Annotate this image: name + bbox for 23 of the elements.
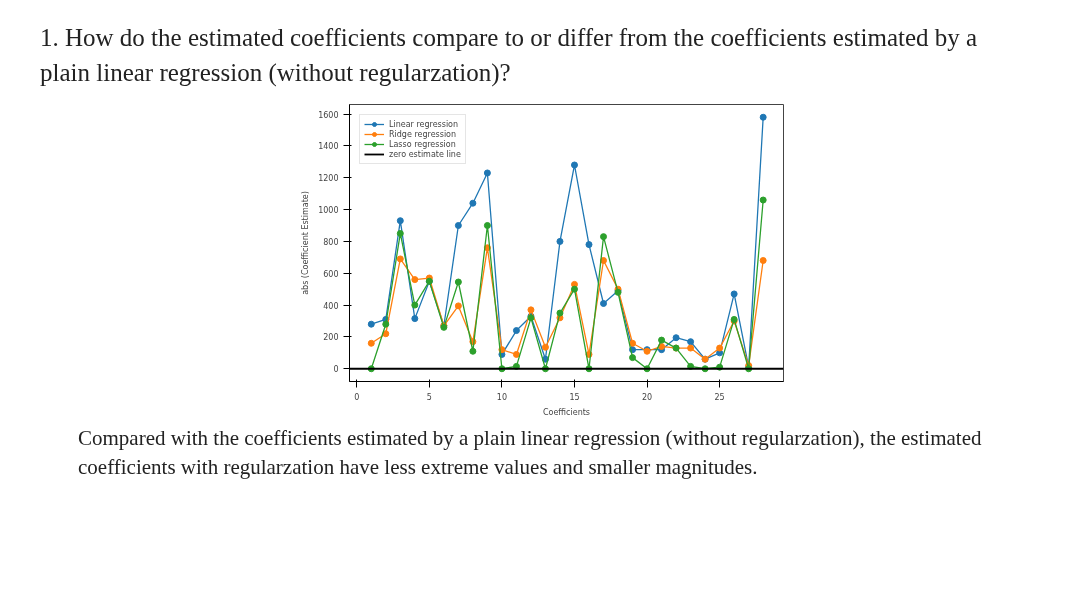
legend-label: Ridge regression <box>389 129 457 139</box>
legend-label: Lasso regression <box>389 139 456 149</box>
y-tick-label: 1000 <box>318 206 339 216</box>
x-tick-label: 10 <box>496 392 508 402</box>
x-tick-label: 0 <box>354 392 360 402</box>
chart-title: 1. How do the estimated coefficients compare to or differ from the coefficients estimated by a plain linear regression (without regularzation)? <box>40 23 979 89</box>
x-tick-label: 20 <box>641 392 653 402</box>
y-tick-label: 200 <box>323 333 339 343</box>
y-tick-label: 1600 <box>318 110 339 120</box>
y-tick-label: 400 <box>323 301 339 311</box>
x-tick-label: 5 <box>426 392 432 402</box>
y-axis-title: abs (Coefficient Estimate) <box>301 191 311 295</box>
y-tick-label: 800 <box>323 237 339 247</box>
y-tick-label: 600 <box>323 269 339 279</box>
x-tick-label: 25 <box>714 392 725 402</box>
text: Compared with the coefficients estimated by a plain linear regression (without regularzation), the estimated coefficients with regularzation have less extreme values and smaller magnitudes. <box>78 425 983 482</box>
x-tick-label: 15 <box>569 392 580 402</box>
x-axis-title: Coefficients <box>542 407 591 417</box>
y-tick-label: 0 <box>333 365 339 375</box>
y-tick-label: 1200 <box>318 174 339 184</box>
y-tick-label: 1400 <box>318 142 339 152</box>
legend-label: Linear regression <box>389 119 459 129</box>
legend-label: zero estimate line <box>389 149 461 159</box>
